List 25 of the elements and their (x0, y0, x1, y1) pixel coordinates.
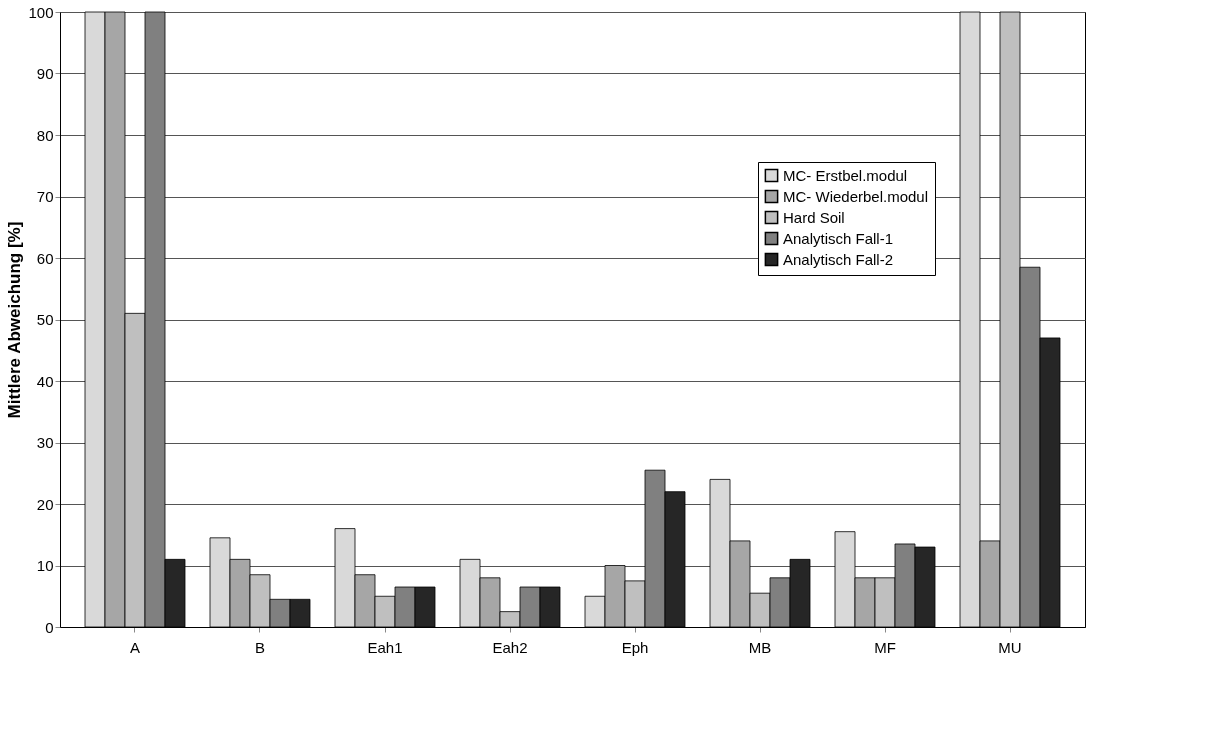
x-tick-label: MU (998, 638, 1022, 656)
y-tick-label: 100 (28, 3, 54, 21)
y-tick-label: 20 (36, 495, 54, 513)
y-tick-label: 70 (36, 188, 54, 205)
x-tick-label: A (129, 638, 141, 656)
legend-label: Analytisch Fall-1 (783, 229, 894, 247)
y-tick-label: 10 (36, 557, 54, 574)
y-tick-label: 40 (36, 372, 54, 390)
legend-label: Analytisch Fall-2 (783, 250, 894, 268)
y-tick-label: 30 (36, 434, 54, 451)
x-tick-label: B (254, 638, 266, 656)
y-tick-label: 50 (36, 311, 54, 328)
x-tick-label: Eah1 (367, 638, 403, 656)
y-axis-title: Mittlere Abweichung [%] (5, 221, 25, 419)
x-tick-label: MF (874, 638, 896, 656)
legend-label: MC- Erstbel.modul (783, 166, 908, 184)
legend-label: MC- Wiederbel.modul (783, 187, 929, 205)
y-tick-label: 60 (36, 249, 54, 267)
x-tick-label: Eah2 (492, 638, 528, 656)
y-tick-label: 0 (45, 618, 54, 636)
x-tick-label: MB (748, 638, 772, 656)
legend-label: Hard Soil (783, 208, 845, 226)
x-tick-label: Eph (621, 638, 649, 656)
y-tick-label: 90 (36, 65, 54, 82)
y-tick-label: 80 (36, 126, 54, 144)
